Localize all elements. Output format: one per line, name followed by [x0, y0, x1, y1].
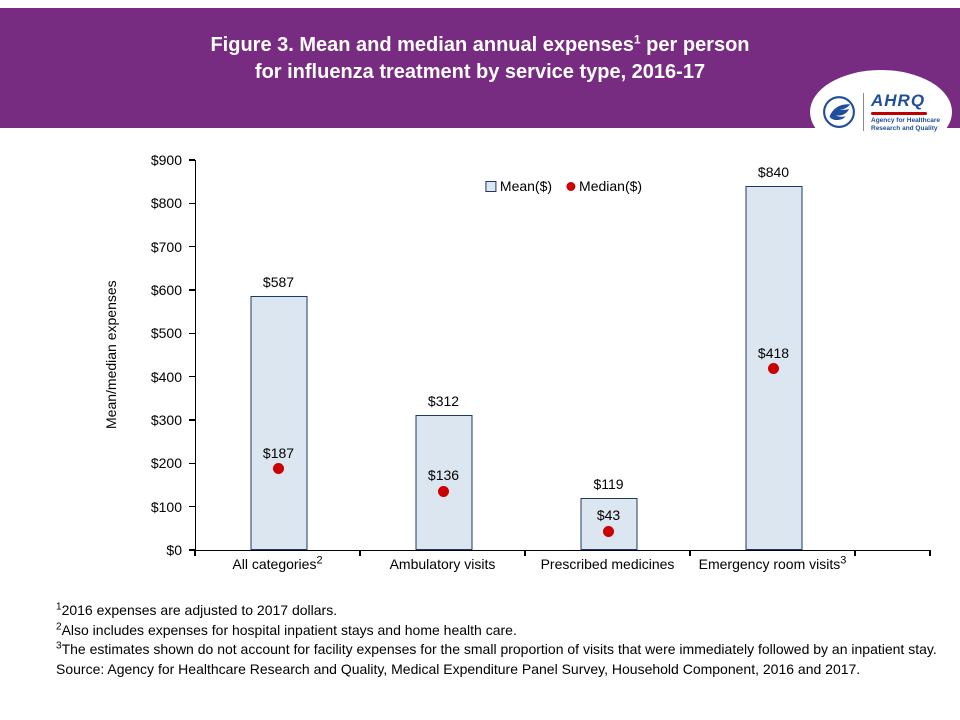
category-label: Prescribed medicines — [525, 556, 690, 572]
mean-bar — [415, 414, 472, 550]
x-axis-labels: All categories2 Ambulatory visits Prescrib… — [195, 554, 855, 572]
y-tick-label: $100 — [150, 498, 182, 515]
footnotes: 12016 expenses are adjusted to 2017 doll… — [56, 601, 940, 679]
legend-label: Median($) — [579, 178, 643, 194]
footnote-line: 12016 expenses are adjusted to 2017 doll… — [56, 601, 940, 621]
legend: Mean($) Median($) — [484, 178, 642, 194]
y-tick-label: $600 — [150, 282, 182, 298]
header-banner: Figure 3. Mean and median annual expense… — [0, 8, 960, 154]
figure-title-line2: for influenza treatment by service type,… — [254, 61, 706, 83]
hhs-eagle-icon — [823, 96, 855, 128]
footnote-text: 2016 expenses are adjusted to 2017 dolla… — [61, 602, 338, 618]
median-dot — [603, 525, 614, 537]
logo-tagline-2: Research and Quality — [871, 124, 938, 132]
footnote-superscript: 3 — [56, 640, 62, 652]
bar-column: $312 $136 — [361, 160, 526, 550]
category-label: All categories2 — [195, 554, 360, 572]
mean-bar — [250, 295, 307, 550]
category-superscript: 3 — [840, 554, 847, 567]
y-tick-label: $400 — [150, 368, 182, 385]
legend-label: Mean($) — [499, 178, 553, 194]
footnote-line: 2Also includes expenses for hospital inp… — [56, 621, 940, 641]
bar-column: $840 $418 — [691, 160, 856, 550]
category-label-text: Emergency room visits — [698, 556, 841, 572]
logo-tagline-1: Agency for Healthcare — [871, 116, 940, 124]
ahrq-logo: AHRQ Agency for Healthcare Research and … — [810, 70, 952, 154]
y-tick-label: $300 — [150, 412, 182, 428]
y-tick-label: $200 — [150, 455, 182, 472]
logo-text: AHRQ Agency for Healthcare Research and … — [871, 91, 940, 133]
median-value-label: $136 — [427, 467, 460, 484]
y-tick-label: $800 — [150, 195, 182, 212]
mean-value-label: $312 — [427, 392, 460, 409]
median-dot — [438, 485, 449, 497]
category-label-text: Prescribed medicines — [540, 556, 675, 572]
legend-item-mean: Mean($) — [484, 178, 553, 194]
category-label-text: All categories — [232, 556, 317, 572]
logo-divider — [863, 93, 864, 131]
legend-item-median: Median($) — [566, 178, 642, 194]
legend-mean-swatch — [484, 180, 496, 192]
median-value-label: $187 — [262, 444, 295, 461]
footnote-text: The estimates shown do not account for f… — [61, 641, 937, 657]
mean-value-label: $587 — [262, 273, 295, 290]
bar-columns: $587 $187 $312 $136 $119 $43 $840 $418 — [196, 160, 856, 550]
median-dot — [273, 463, 284, 475]
mean-value-label: $840 — [757, 164, 790, 180]
mean-value-label: $119 — [593, 476, 624, 493]
footnote-line: 3The estimates shown do not account for … — [56, 640, 940, 660]
title-superscript: 1 — [633, 32, 641, 47]
y-tick-label: $500 — [150, 325, 182, 342]
title-text: Figure 3. Mean and median annual expense… — [210, 34, 634, 56]
footnote-text: Also includes expenses for hospital inpa… — [61, 621, 517, 638]
footnote-superscript: 1 — [56, 601, 62, 613]
median-value-label: $43 — [596, 507, 621, 524]
plot-area: Mean($) Median($) $587 $187 $312 $136 $119 $43… — [195, 160, 931, 551]
bar-column: $587 $187 — [196, 160, 361, 550]
y-tick-label: $700 — [150, 238, 182, 255]
y-axis-title: Mean/median expenses — [103, 280, 119, 430]
median-dot — [768, 363, 779, 375]
footnote-text: Source: Agency for Healthcare Research a… — [56, 660, 861, 677]
legend-median-swatch — [566, 181, 576, 191]
ahrq-wordmark: AHRQ — [871, 91, 926, 111]
logo-swoosh — [871, 112, 927, 115]
title-text-cont: per person — [640, 34, 750, 56]
figure-title-line1: Figure 3. Mean and median annual expense… — [0, 32, 960, 59]
category-label-text: Ambulatory visits — [389, 556, 496, 572]
footnote-superscript: 2 — [56, 620, 62, 632]
mean-bar — [580, 498, 637, 550]
category-superscript: 2 — [316, 554, 323, 567]
source-line: Source: Agency for Healthcare Research a… — [56, 660, 940, 680]
y-tick-label: $900 — [150, 152, 182, 168]
chart: Mean/median expenses $0 $100 $200 $300 $400 $… — [0, 136, 960, 600]
figure-title: Figure 3. Mean and median annual expense… — [0, 8, 960, 86]
category-label: Ambulatory visits — [360, 556, 525, 572]
bar-column: $119 $43 — [526, 160, 691, 550]
category-label: Emergency room visits3 — [690, 554, 855, 572]
median-value-label: $418 — [757, 344, 790, 361]
y-tick-label: $0 — [166, 542, 182, 558]
